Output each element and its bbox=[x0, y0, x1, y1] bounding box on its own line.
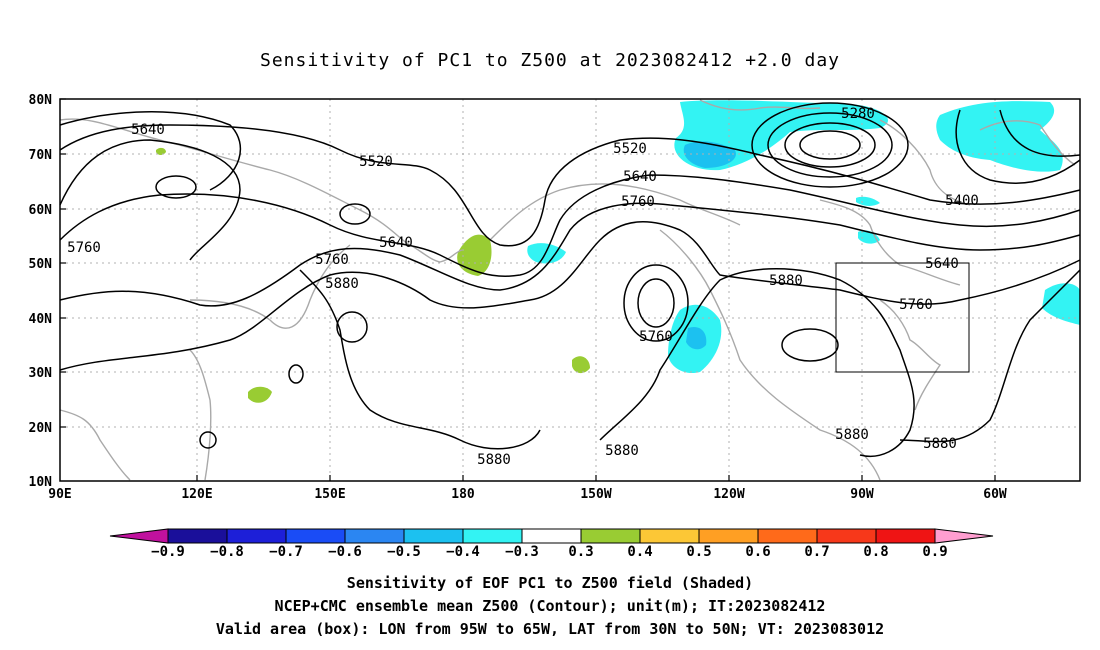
lat-label: 30N bbox=[29, 366, 53, 381]
shade-blue-pacific bbox=[686, 326, 707, 350]
colorbar-swatch bbox=[757, 528, 818, 544]
graticule bbox=[60, 99, 1080, 481]
contour-label: 5400 bbox=[945, 193, 979, 209]
contour-labels: 5640 5520 5760 5640 5760 5880 5520 5640 … bbox=[67, 106, 979, 468]
lat-label: 20N bbox=[29, 421, 53, 436]
colorbar-swatch bbox=[816, 528, 877, 544]
shade-cyan-greenland bbox=[936, 101, 1063, 172]
lat-axis-labels: 80N 70N 60N 50N 40N 30N 20N 10N bbox=[29, 93, 53, 490]
shade-green-siberia bbox=[156, 147, 166, 155]
colorbar-swatch bbox=[521, 528, 582, 544]
colorbar-max-arrow bbox=[934, 528, 994, 544]
lon-label: 120E bbox=[181, 487, 212, 502]
z500-contours bbox=[59, 102, 1081, 457]
lat-label: 40N bbox=[29, 312, 53, 327]
colorbar-label: −0.3 bbox=[505, 544, 539, 560]
shade-cyan-labrador bbox=[856, 196, 880, 206]
shading-layer bbox=[156, 100, 1080, 403]
colorbar-label: 0.8 bbox=[863, 544, 888, 560]
shade-cyan-atlantic bbox=[1042, 283, 1080, 325]
contour-label: 5760 bbox=[315, 252, 349, 268]
colorbar-label: 0.6 bbox=[745, 544, 770, 560]
lat-label: 70N bbox=[29, 148, 53, 163]
plot-title: Sensitivity of PC1 to Z500 at 2023082412… bbox=[259, 50, 840, 71]
colorbar-label: −0.7 bbox=[269, 544, 303, 560]
colorbar-swatch bbox=[875, 528, 936, 544]
lat-label: 80N bbox=[29, 93, 53, 108]
lon-label: 120W bbox=[713, 487, 744, 502]
shade-green-west bbox=[248, 386, 272, 403]
colorbar-swatch bbox=[167, 528, 228, 544]
axis-ticks bbox=[60, 98, 996, 481]
colorbar-min-arrow bbox=[109, 528, 169, 544]
contour-label: 5880 bbox=[835, 427, 869, 443]
colorbar-label: 0.7 bbox=[804, 544, 829, 560]
valid-area-box bbox=[835, 262, 970, 373]
colorbar-swatch bbox=[344, 528, 405, 544]
contour-label: 5520 bbox=[359, 154, 393, 170]
colorbar-swatch bbox=[639, 528, 700, 544]
contour-label: 5640 bbox=[379, 235, 413, 251]
colorbar-swatch bbox=[285, 528, 346, 544]
lat-label: 60N bbox=[29, 203, 53, 218]
colorbar-labels: −0.9 −0.8 −0.7 −0.6 −0.5 −0.4 −0.3 0.3 0… bbox=[151, 544, 948, 560]
contour-label: 5880 bbox=[477, 452, 511, 468]
shade-green-pacific bbox=[572, 356, 590, 374]
contour-label: 5760 bbox=[639, 329, 673, 345]
lon-label: 150E bbox=[314, 487, 345, 502]
footer-line-3: Valid area (box): LON from 95W to 65W, L… bbox=[215, 620, 885, 638]
colorbar-swatch bbox=[462, 528, 523, 544]
contour-label: 5760 bbox=[621, 194, 655, 210]
shade-lightblue-arctic bbox=[683, 141, 736, 168]
contour-label: 5640 bbox=[623, 169, 657, 185]
colorbar-label: −0.4 bbox=[446, 544, 480, 560]
colorbar-swatch bbox=[403, 528, 464, 544]
shade-cyan-alaska bbox=[527, 243, 566, 264]
lon-label: 150W bbox=[580, 487, 611, 502]
lon-label: 60W bbox=[983, 487, 1007, 502]
lat-label: 50N bbox=[29, 257, 53, 272]
shade-green-bering bbox=[457, 234, 492, 276]
colorbar-swatch bbox=[226, 528, 287, 544]
contour-label: 5760 bbox=[67, 240, 101, 256]
contour-label: 5640 bbox=[131, 122, 165, 138]
contour-label: 5520 bbox=[613, 141, 647, 157]
colorbar bbox=[109, 528, 994, 544]
map-frame bbox=[59, 98, 1081, 482]
contour-label: 5280 bbox=[841, 106, 875, 122]
contour-label: 5760 bbox=[899, 297, 933, 313]
colorbar-swatch bbox=[580, 528, 641, 544]
colorbar-swatch bbox=[698, 528, 759, 544]
contour-label: 5880 bbox=[923, 436, 957, 452]
colorbar-label: −0.5 bbox=[387, 544, 421, 560]
coastline-layer bbox=[59, 99, 1076, 481]
colorbar-label: −0.8 bbox=[210, 544, 244, 560]
contour-label: 5880 bbox=[605, 443, 639, 459]
lon-label: 90W bbox=[850, 487, 874, 502]
colorbar-label: −0.6 bbox=[328, 544, 362, 560]
lat-label: 10N bbox=[29, 475, 53, 490]
colorbar-label: 0.9 bbox=[922, 544, 947, 560]
contour-label: 5640 bbox=[925, 256, 959, 272]
colorbar-label: 0.3 bbox=[568, 544, 593, 560]
lon-label: 180 bbox=[451, 487, 475, 502]
colorbar-label: −0.9 bbox=[151, 544, 185, 560]
contour-label: 5880 bbox=[325, 276, 359, 292]
colorbar-label: 0.4 bbox=[627, 544, 652, 560]
colorbar-label: 0.5 bbox=[686, 544, 711, 560]
footer-line-2: NCEP+CMC ensemble mean Z500 (Contour); u… bbox=[274, 597, 826, 615]
lon-label: 90E bbox=[48, 487, 71, 502]
footer-line-1: Sensitivity of EOF PC1 to Z500 field (Sh… bbox=[346, 574, 754, 592]
contour-label: 5880 bbox=[769, 273, 803, 289]
lon-axis-labels: 90E 120E 150E 180 150W 120W 90W 60W bbox=[48, 487, 1007, 502]
